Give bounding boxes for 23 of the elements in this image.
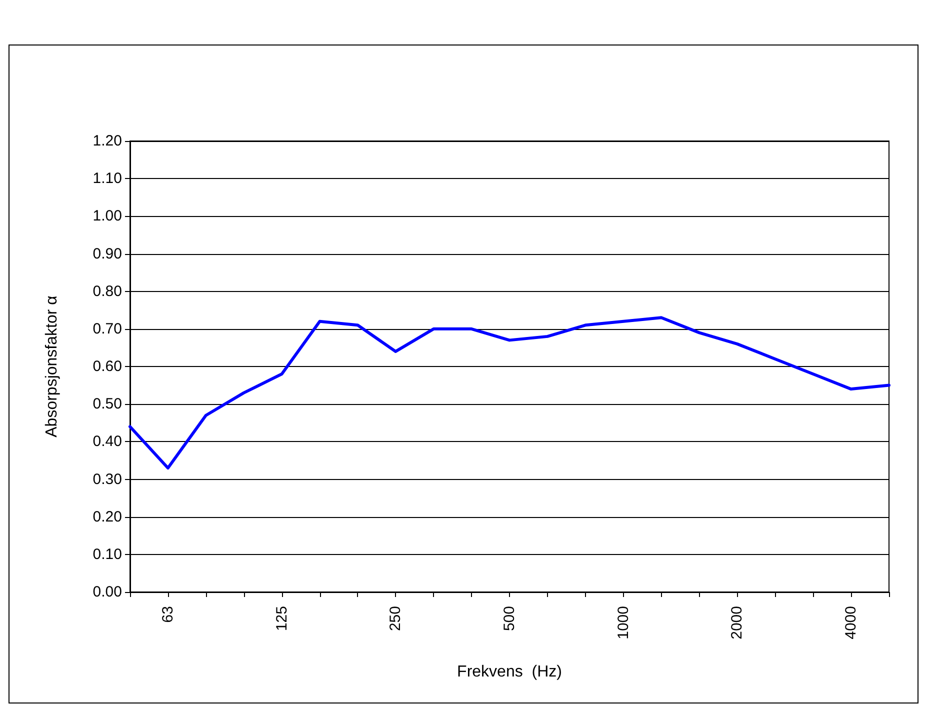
y-tick-label: 0.60	[92, 358, 122, 375]
y-axis-title: Absorpsjonsfaktor α	[44, 296, 60, 438]
y-tick-label: 1.00	[92, 208, 122, 225]
y-tick-label: 0.30	[92, 470, 122, 488]
y-tick-label: 0.70	[92, 320, 122, 338]
x-tick-label: 250	[387, 606, 404, 632]
x-tick-label: 500	[501, 606, 518, 632]
x-tick-label: 4000	[842, 606, 860, 640]
x-tick-label: 125	[273, 606, 290, 632]
y-tick-label: 0.50	[92, 396, 122, 413]
y-tick-label: 1.10	[92, 170, 122, 188]
x-tick-label: 2000	[728, 606, 746, 640]
x-tick-label: 1000	[614, 606, 632, 640]
y-tick-label: 1.20	[92, 132, 122, 150]
y-tick-label: 0.80	[92, 282, 122, 300]
y-tick-label: 0.10	[92, 546, 122, 563]
x-tick-label: 63	[159, 606, 176, 623]
y-tick-label: 0.20	[92, 508, 122, 526]
line-series	[128, 316, 890, 470]
y-tick-label: 0.00	[92, 584, 122, 600]
y-tick-label: 0.90	[92, 245, 122, 262]
x-axis-title: Frekvens (Hz)	[457, 664, 562, 680]
y-tick-label: 0.40	[92, 433, 122, 450]
